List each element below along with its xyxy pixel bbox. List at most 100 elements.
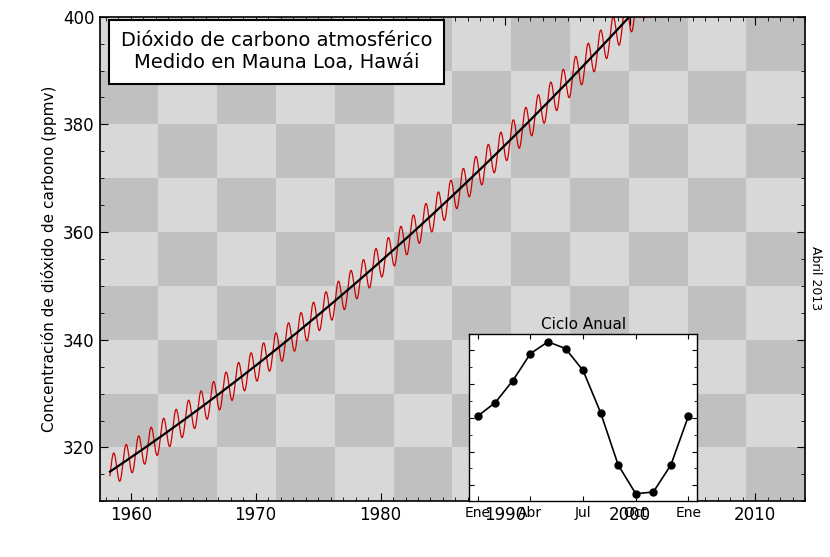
Bar — [276, 286, 334, 340]
Bar — [452, 0, 511, 17]
Bar — [159, 340, 217, 394]
Bar — [629, 178, 687, 232]
Bar — [393, 0, 452, 17]
Bar — [629, 286, 687, 340]
Bar — [334, 286, 393, 340]
Bar — [393, 124, 452, 178]
Bar — [570, 17, 629, 71]
Bar — [746, 0, 805, 17]
Bar — [159, 0, 217, 17]
Bar — [276, 124, 334, 178]
Bar — [746, 394, 805, 447]
Bar — [570, 286, 629, 340]
Bar — [393, 340, 452, 394]
Bar — [217, 394, 276, 447]
Bar — [100, 124, 159, 178]
Bar — [805, 17, 830, 71]
Bar — [393, 178, 452, 232]
Bar — [687, 0, 746, 17]
Bar — [629, 17, 687, 71]
Bar — [511, 286, 570, 340]
Bar — [452, 340, 511, 394]
Bar — [687, 124, 746, 178]
Bar — [276, 178, 334, 232]
Bar — [100, 340, 159, 394]
Bar — [159, 124, 217, 178]
Bar — [570, 394, 629, 447]
Bar — [805, 178, 830, 232]
Bar — [100, 394, 159, 447]
Bar — [393, 286, 452, 340]
Bar — [511, 232, 570, 286]
Bar — [334, 340, 393, 394]
Bar — [687, 178, 746, 232]
Bar — [100, 17, 159, 71]
Bar — [276, 340, 334, 394]
Text: Dióxido de carbono atmosférico
Medido en Mauna Loa, Hawái: Dióxido de carbono atmosférico Medido en… — [121, 31, 432, 72]
Bar — [334, 0, 393, 17]
Bar — [159, 447, 217, 501]
Bar — [100, 286, 159, 340]
Bar — [217, 17, 276, 71]
Bar — [100, 0, 159, 17]
Bar — [687, 71, 746, 124]
Bar — [511, 178, 570, 232]
Bar — [159, 71, 217, 124]
Bar — [687, 17, 746, 71]
Bar — [452, 178, 511, 232]
Bar — [334, 124, 393, 178]
Bar — [629, 0, 687, 17]
Bar — [100, 447, 159, 501]
Bar — [334, 394, 393, 447]
Bar — [805, 71, 830, 124]
Bar — [629, 124, 687, 178]
Bar — [159, 17, 217, 71]
Bar — [746, 178, 805, 232]
Bar — [570, 71, 629, 124]
Bar — [511, 394, 570, 447]
Bar — [805, 394, 830, 447]
Bar — [159, 178, 217, 232]
Bar — [570, 340, 629, 394]
Bar — [511, 447, 570, 501]
Bar — [629, 394, 687, 447]
Bar — [452, 394, 511, 447]
Text: Abril 2013: Abril 2013 — [808, 246, 822, 311]
Bar — [393, 232, 452, 286]
Bar — [217, 232, 276, 286]
Bar — [334, 17, 393, 71]
Bar — [217, 124, 276, 178]
Bar — [100, 178, 159, 232]
Bar — [217, 71, 276, 124]
Bar — [629, 340, 687, 394]
Bar — [452, 232, 511, 286]
Bar — [393, 17, 452, 71]
Bar — [687, 340, 746, 394]
Bar — [570, 232, 629, 286]
Bar — [276, 232, 334, 286]
Bar — [217, 340, 276, 394]
Bar — [511, 71, 570, 124]
Bar — [805, 232, 830, 286]
Title: Ciclo Anual: Ciclo Anual — [540, 316, 626, 331]
Bar — [570, 447, 629, 501]
Bar — [687, 232, 746, 286]
Bar — [217, 447, 276, 501]
Bar — [159, 286, 217, 340]
Bar — [746, 71, 805, 124]
Bar — [217, 178, 276, 232]
Bar — [217, 286, 276, 340]
Bar — [276, 71, 334, 124]
Bar — [452, 286, 511, 340]
Bar — [217, 0, 276, 17]
Bar — [687, 286, 746, 340]
Bar — [746, 17, 805, 71]
Bar — [511, 340, 570, 394]
Bar — [805, 0, 830, 17]
Bar — [452, 124, 511, 178]
Bar — [687, 394, 746, 447]
Bar — [276, 394, 334, 447]
Bar — [334, 71, 393, 124]
Bar — [805, 340, 830, 394]
Bar — [511, 124, 570, 178]
